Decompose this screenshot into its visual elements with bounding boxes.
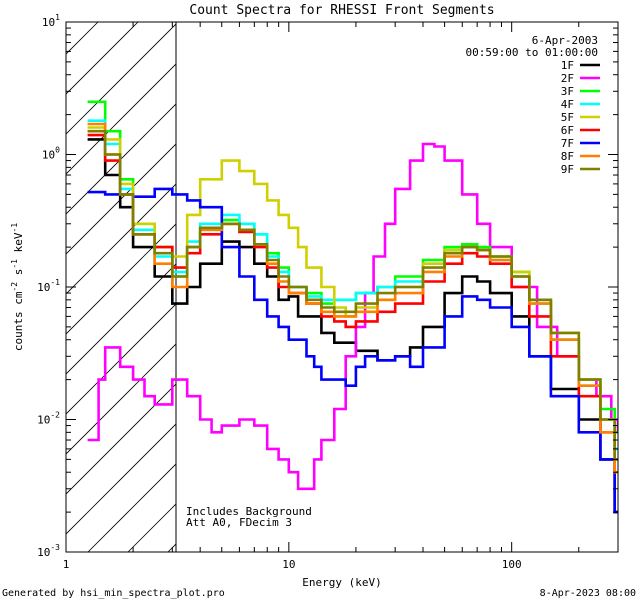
series-6F-line bbox=[87, 133, 618, 514]
hatch-line bbox=[66, 23, 176, 135]
legend-label-2F: 2F bbox=[561, 72, 574, 85]
legend-label-9F: 9F bbox=[561, 163, 574, 176]
y-tick-label: 10-1 bbox=[37, 278, 60, 294]
hatch-line bbox=[66, 103, 176, 215]
series-7F-line bbox=[87, 187, 618, 514]
series-5F-line bbox=[87, 126, 618, 461]
hatch-line bbox=[66, 383, 176, 495]
series-9F-line bbox=[87, 129, 618, 461]
series-3F-line bbox=[87, 100, 618, 434]
y-tick-label: 10-2 bbox=[37, 411, 60, 427]
series-layer bbox=[87, 100, 618, 514]
y-tick-label: 100 bbox=[42, 146, 60, 162]
hatch-line bbox=[66, 263, 176, 375]
annotation-attenuator: Att A0, FDecim 3 bbox=[186, 516, 292, 529]
x-tick-label: 100 bbox=[502, 558, 522, 571]
chart-title: Count Spectra for RHESSI Front Segments bbox=[189, 3, 494, 18]
y-tick-label: 101 bbox=[42, 13, 60, 29]
x-tick-label: 10 bbox=[282, 558, 295, 571]
hatch-line bbox=[568, 22, 640, 552]
annotation-background: Includes Background bbox=[186, 505, 312, 518]
y-tick-label: 10-3 bbox=[37, 543, 60, 559]
hatch-line bbox=[288, 22, 640, 552]
x-tick-label: 1 bbox=[63, 558, 70, 571]
legend-label-3F: 3F bbox=[561, 85, 574, 98]
y-axis: 10-3 10-2 10-1 100 101 bbox=[37, 13, 618, 559]
legend-label-8F: 8F bbox=[561, 150, 574, 163]
legend-label-4F: 4F bbox=[561, 98, 574, 111]
legend-label-6F: 6F bbox=[561, 124, 574, 137]
hatch-line bbox=[66, 63, 176, 175]
hatch-line bbox=[528, 22, 640, 552]
legend-label-1F: 1F bbox=[561, 59, 574, 72]
x-axis-label: Energy (keV) bbox=[302, 576, 381, 589]
hatch-line bbox=[87, 463, 176, 552]
hatch-line bbox=[66, 423, 176, 535]
legend-label-5F: 5F bbox=[561, 111, 574, 124]
series-4F-line bbox=[87, 119, 618, 451]
legend-label-7F: 7F bbox=[561, 137, 574, 150]
x-axis: 1 10 100 bbox=[63, 22, 619, 571]
hatch-line bbox=[66, 223, 176, 335]
y-axis-label: counts cm-2 s-1 keV-1 bbox=[10, 223, 25, 351]
time-range-label: 00:59:00 to 01:00:00 bbox=[466, 46, 598, 59]
date-label: 6-Apr-2003 bbox=[532, 34, 598, 47]
series-8F-line bbox=[87, 122, 618, 474]
footer-generated-by: Generated by hsi_min_spectra_plot.pro bbox=[2, 588, 225, 599]
footer-timestamp: 8-Apr-2023 08:00 bbox=[540, 588, 636, 599]
series-1F-line bbox=[87, 138, 618, 514]
